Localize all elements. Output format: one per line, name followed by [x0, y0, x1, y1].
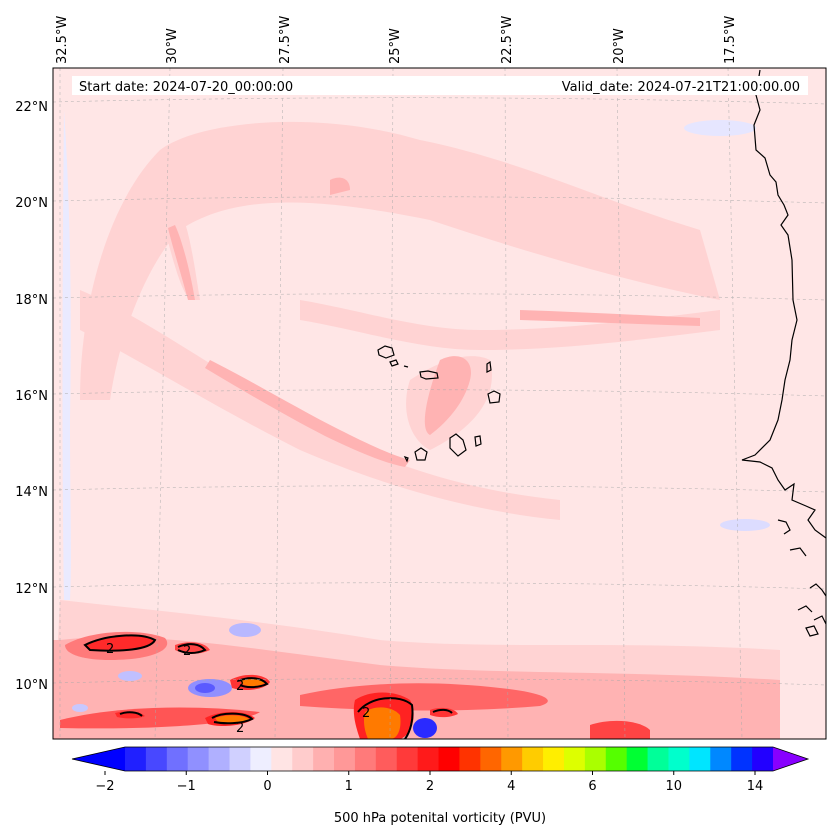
lat-label: 14°N — [15, 485, 48, 500]
pv-contour-2 — [83, 634, 453, 739]
lon-label: 25°W — [388, 28, 403, 64]
colorbar-tick-label: 6 — [588, 779, 596, 794]
lon-label: 30°W — [165, 28, 180, 64]
colorbar-segment — [334, 747, 356, 771]
start-date-label: Start date: 2024-07-20_00:00:00 — [79, 80, 293, 95]
longitude-labels: 32.5°W 30°W 27.5°W 25°W 22.5°W 20°W 17.5… — [55, 16, 738, 64]
lon-label: 17.5°W — [723, 16, 738, 64]
colorbar-segment — [125, 747, 147, 771]
colorbar-segment — [187, 747, 210, 771]
contour-label: 2 — [106, 642, 114, 657]
colorbar-segment — [145, 747, 168, 771]
colorbar-segment — [396, 747, 419, 771]
lat-label: 18°N — [15, 293, 48, 308]
colorbar-segment — [731, 747, 753, 771]
colorbar-tick-label: 10 — [665, 779, 682, 794]
colorbar-segment — [668, 747, 690, 771]
valid-date-label: Valid_date: 2024-07-21T21:00:00.00 — [562, 80, 800, 95]
map-panel: 2 2 2 2 2 — [53, 68, 826, 739]
lat-label: 22°N — [15, 100, 48, 115]
colorbar-segment — [229, 747, 251, 771]
colorbar-segment — [563, 747, 586, 771]
colorbar-tick-label: −2 — [95, 779, 114, 794]
colorbar-segment — [647, 747, 669, 771]
lon-label: 22.5°W — [500, 16, 515, 64]
colorbar: −2 −1 0 1 2 4 6 10 14 — [71, 746, 810, 794]
colorbar-extend-low — [72, 747, 125, 771]
colorbar-segment — [584, 747, 607, 771]
lat-label: 12°N — [15, 582, 48, 597]
latitude-labels: 22°N 20°N 18°N 16°N 14°N 12°N 10°N — [15, 100, 48, 693]
colorbar-segment — [354, 747, 377, 771]
colorbar-tick-label: 2 — [426, 779, 434, 794]
colorbar-segment — [292, 747, 314, 771]
colorbar-segment — [208, 747, 231, 771]
colorbar-tick-label: 1 — [345, 779, 353, 794]
colorbar-segment — [480, 747, 502, 771]
colorbar-tick-label: 0 — [263, 779, 271, 794]
west-africa-coastline — [741, 69, 826, 637]
lat-label: 10°N — [15, 678, 48, 693]
colorbar-segment — [752, 747, 774, 771]
date-banner — [72, 76, 808, 95]
colorbar-segment — [689, 747, 711, 771]
lat-label: 16°N — [15, 389, 48, 404]
colorbar-label: 500 hPa potenital vorticity (PVU) — [334, 811, 546, 826]
lat-label: 20°N — [15, 196, 48, 211]
contour-label: 2 — [183, 644, 191, 659]
colorbar-segment — [375, 747, 398, 771]
map-frame — [52, 67, 827, 740]
colorbar-tick-label: 4 — [507, 779, 515, 794]
colorbar-segment — [710, 747, 732, 771]
colorbar-extend-high — [773, 747, 808, 771]
contour-label: 2 — [362, 706, 370, 721]
colorbar-segment — [166, 747, 189, 771]
lon-label: 20°W — [612, 28, 627, 64]
colorbar-segment — [459, 747, 481, 771]
cape-verde-islands — [377, 345, 501, 463]
colorbar-outline — [71, 746, 810, 772]
contour-label: 2 — [236, 679, 244, 694]
colorbar-tick-label: 14 — [747, 779, 764, 794]
colorbar-segment — [522, 747, 544, 771]
colorbar-segment — [543, 747, 565, 771]
contour-label: 2 — [236, 721, 244, 736]
colorbar-segment — [313, 747, 335, 771]
colorbar-segment — [501, 747, 523, 771]
colorbar-segment — [605, 747, 628, 771]
lon-label: 27.5°W — [278, 16, 293, 64]
pv-field-strong — [60, 631, 650, 739]
gridlines — [53, 68, 826, 739]
colorbar-segment — [438, 747, 460, 771]
lon-label: 32.5°W — [55, 16, 70, 64]
pv-field-negative — [62, 110, 770, 738]
colorbar-segment — [271, 747, 293, 771]
colorbar-tick-label: −1 — [177, 779, 196, 794]
colorbar-segment — [250, 747, 272, 771]
colorbar-segment — [417, 747, 440, 771]
colorbar-segment — [626, 747, 649, 771]
